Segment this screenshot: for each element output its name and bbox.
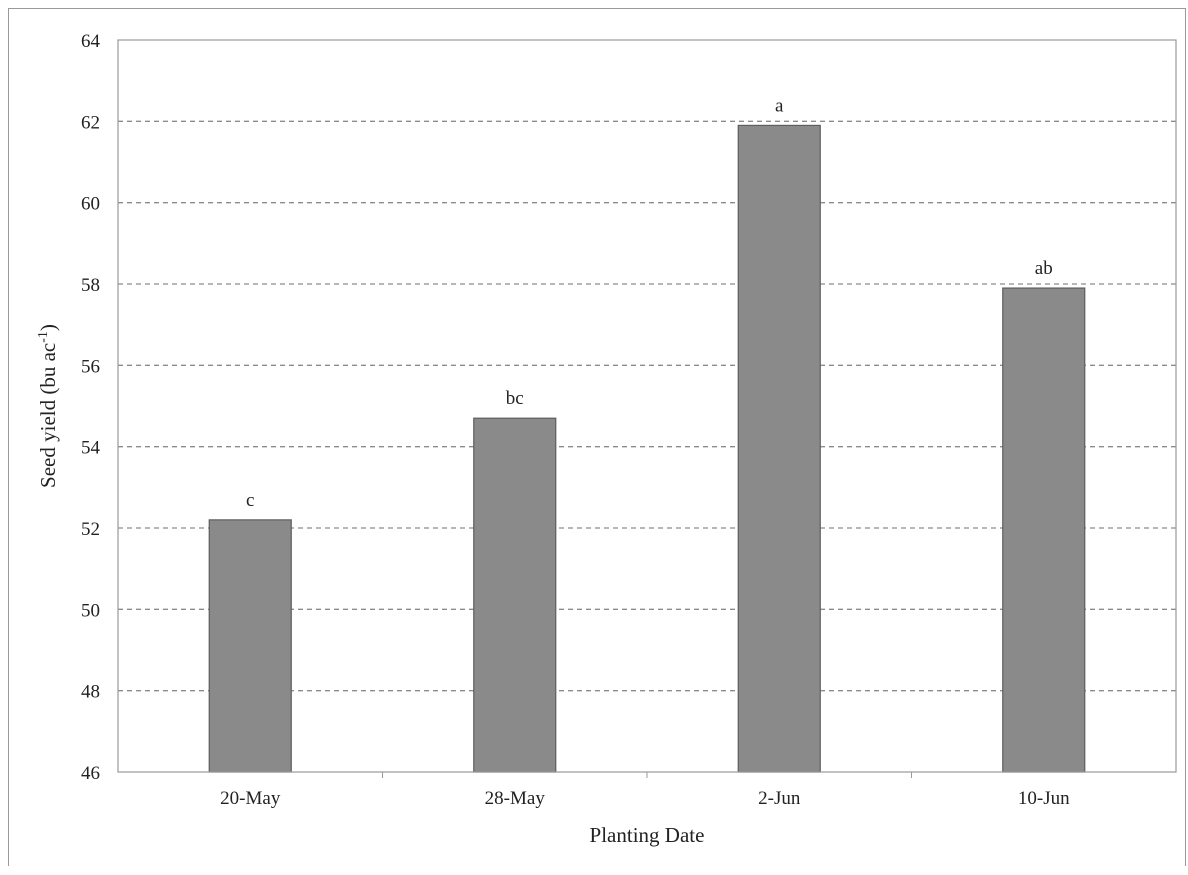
data-label: c [246, 490, 254, 511]
data-label: bc [506, 388, 524, 409]
y-tick-label: 62 [81, 112, 100, 133]
y-tick-label: 50 [81, 600, 100, 621]
y-tick-label: 54 [81, 438, 101, 459]
x-tick-label: 2-Jun [758, 788, 801, 809]
bar [738, 125, 820, 772]
data-label: ab [1035, 258, 1053, 279]
x-tick-label: 28-May [485, 788, 546, 809]
y-axis-title-superscript: -1 [36, 331, 51, 343]
y-tick-label: 56 [81, 356, 100, 377]
bar [474, 418, 556, 772]
y-tick-label: 60 [81, 194, 100, 215]
y-tick-label: 58 [81, 275, 100, 296]
y-axis-title-main: Seed yield (bu ac [36, 343, 60, 488]
y-tick-label: 48 [81, 682, 100, 703]
y-tick-label: 46 [81, 763, 100, 784]
bar [1003, 288, 1085, 772]
x-axis-title: Planting Date [590, 823, 705, 847]
bar [209, 520, 291, 772]
y-axis-title-close: ) [36, 324, 60, 331]
y-tick-label: 64 [81, 31, 101, 52]
y-tick-label: 52 [81, 519, 100, 540]
data-label: a [775, 95, 784, 116]
x-tick-label: 20-May [220, 788, 281, 809]
x-tick-label: 10-Jun [1018, 788, 1070, 809]
bars [209, 125, 1085, 772]
y-axis-title: Seed yield (bu ac-1) [36, 324, 60, 488]
